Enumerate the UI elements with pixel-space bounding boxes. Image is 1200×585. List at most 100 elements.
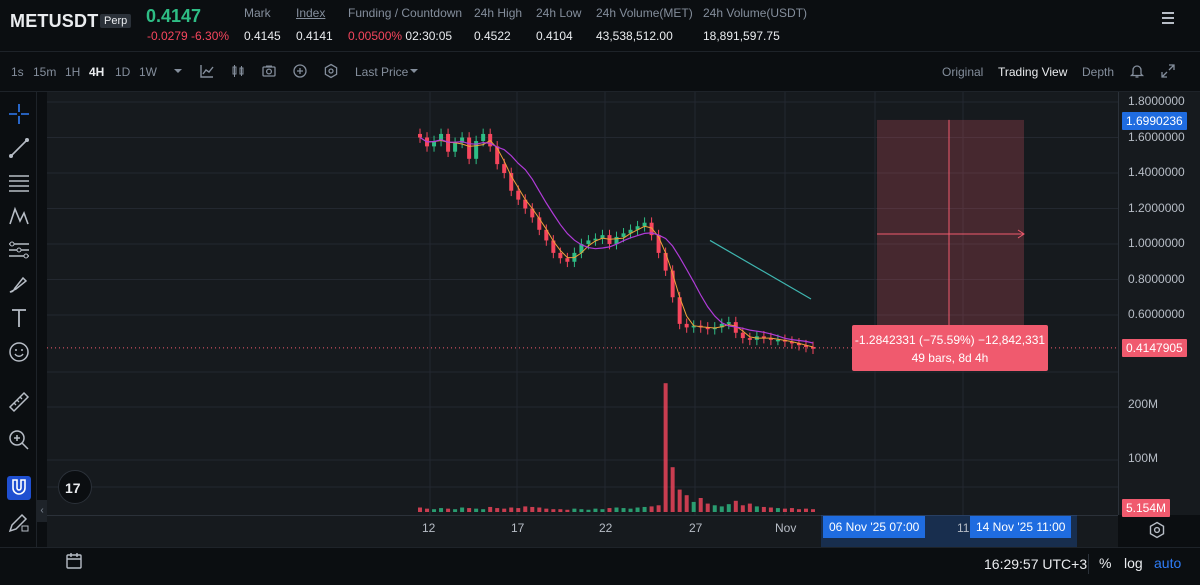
- price-change: -0.0279 -6.30%: [147, 29, 230, 43]
- timeframe-1w[interactable]: 1W: [139, 65, 157, 79]
- pencil-lock-icon: [8, 513, 29, 533]
- candle-body: [614, 236, 619, 244]
- y-tick-label: 1.0000000: [1128, 236, 1185, 250]
- x-tick-label: 12: [422, 521, 436, 535]
- timeframe-4h[interactable]: 4H: [89, 65, 105, 79]
- candle-body: [474, 141, 479, 159]
- magnet-tool[interactable]: [7, 476, 31, 500]
- auto-scale-toggle[interactable]: auto: [1154, 555, 1182, 571]
- chart-settings-icon[interactable]: [1148, 521, 1166, 539]
- volume-bar: [775, 508, 780, 512]
- price-chart[interactable]: [47, 92, 1118, 515]
- volume-bar: [530, 506, 535, 512]
- timeframe-1d[interactable]: 1D: [115, 65, 131, 79]
- settings-hex-icon[interactable]: [323, 63, 339, 79]
- volume-bar: [712, 505, 717, 512]
- trendline-icon: [9, 138, 29, 158]
- utc-clock[interactable]: 16:29:57 UTC+3: [984, 556, 1088, 572]
- x-tick-label: 27: [689, 521, 703, 535]
- candle-body: [593, 238, 598, 241]
- volume-bar: [670, 467, 675, 512]
- candle-body: [537, 217, 542, 230]
- alert-bell-icon[interactable]: [1129, 63, 1145, 79]
- view-depth[interactable]: Depth: [1082, 65, 1115, 79]
- volume-bar: [789, 508, 794, 512]
- volume-bar: [663, 383, 668, 512]
- funding-countdown: 02:30:05: [405, 29, 453, 43]
- candle-body: [516, 190, 521, 200]
- volume-bar: [796, 509, 801, 512]
- ma-extended-line: [709, 239, 812, 300]
- price-axis[interactable]: [1118, 92, 1200, 515]
- fullscreen-icon[interactable]: [1160, 63, 1176, 79]
- y-tick-label: 1.4000000: [1128, 165, 1185, 179]
- candle-body: [523, 199, 528, 209]
- candle-body: [684, 323, 689, 328]
- timeframe-15m[interactable]: 15m: [33, 65, 57, 79]
- ruler-icon: [8, 391, 30, 413]
- ruler-tool[interactable]: [7, 390, 31, 414]
- crosshair-tool[interactable]: [7, 102, 31, 126]
- symbol-name[interactable]: METUSDT: [10, 11, 99, 31]
- volume-bar: [418, 507, 422, 512]
- range-start-time-badge: 06 Nov '25 07:00: [823, 516, 926, 538]
- menu-icon[interactable]: [1162, 12, 1174, 26]
- candle-body: [446, 133, 451, 152]
- tradingview-logo[interactable]: 17: [58, 470, 92, 504]
- percent-scale-toggle[interactable]: %: [1099, 555, 1112, 571]
- indicator-chart-icon[interactable]: [199, 63, 215, 79]
- trendline-tool[interactable]: [7, 136, 31, 160]
- candle-body: [453, 142, 458, 152]
- fib-tool[interactable]: [7, 238, 31, 262]
- y-tick-label: 1.2000000: [1128, 200, 1185, 215]
- y-tick-label: 1.8000000: [1128, 94, 1185, 108]
- pencil-lock-tool[interactable]: [7, 510, 31, 534]
- log-scale-toggle[interactable]: log: [1124, 555, 1143, 571]
- horizontal-lines-icon: [9, 175, 29, 192]
- candle-body: [432, 141, 437, 147]
- collapse-toolbar-button[interactable]: ‹: [37, 500, 47, 522]
- timeframe-dropdown-icon[interactable]: [170, 63, 186, 79]
- candle-body: [530, 208, 535, 218]
- candle-body: [621, 233, 626, 237]
- horizontal-lines-tool[interactable]: [7, 170, 31, 194]
- candle-body: [502, 164, 507, 173]
- zoom-in-tool[interactable]: [7, 428, 31, 452]
- volume-tick-label: 200M: [1128, 397, 1159, 411]
- text-tool[interactable]: [7, 306, 31, 330]
- current-price-badge: 0.4147905: [1122, 339, 1187, 357]
- volume-bar: [677, 489, 682, 512]
- brush-tool[interactable]: [7, 272, 31, 296]
- volume-bar: [600, 509, 605, 512]
- stat-index[interactable]: Index 0.4141: [296, 6, 333, 43]
- volume-bar: [761, 506, 766, 512]
- volume-bar: [446, 508, 451, 512]
- timeframe-1h[interactable]: 1H: [65, 65, 81, 79]
- candle-body: [789, 341, 794, 344]
- price-type-dropdown-icon[interactable]: [406, 63, 422, 79]
- time-axis[interactable]: [47, 515, 1118, 547]
- volume-bar: [572, 508, 577, 512]
- price-type-select[interactable]: Last Price: [355, 65, 409, 79]
- candle-body: [565, 258, 570, 262]
- candle-body: [418, 133, 422, 138]
- volume-bar: [811, 509, 815, 512]
- timeframe-1s[interactable]: 1s: [11, 65, 24, 79]
- divider: [1088, 554, 1089, 574]
- view-trading-view[interactable]: Trading View: [998, 65, 1068, 79]
- add-indicator-icon[interactable]: [292, 63, 308, 79]
- stat-24h-volume-met: 24h Volume(MET) 43,538,512.00: [596, 6, 693, 43]
- pattern-tool[interactable]: [7, 204, 31, 228]
- emoji-tool[interactable]: [7, 340, 31, 364]
- camera-icon[interactable]: [261, 63, 277, 79]
- candle-body: [495, 146, 500, 165]
- volume-bar: [656, 505, 661, 512]
- bottom-bar: [0, 547, 1200, 585]
- measurement-info-box: -1.2842331 (−75.59%) −12,842,331 49 bars…: [852, 325, 1048, 371]
- candles-icon[interactable]: [230, 63, 246, 79]
- view-original[interactable]: Original: [942, 65, 984, 79]
- volume-bar: [593, 508, 598, 512]
- goto-date-icon[interactable]: [64, 551, 84, 571]
- volume-bar: [691, 501, 696, 512]
- volume-bar: [621, 508, 626, 512]
